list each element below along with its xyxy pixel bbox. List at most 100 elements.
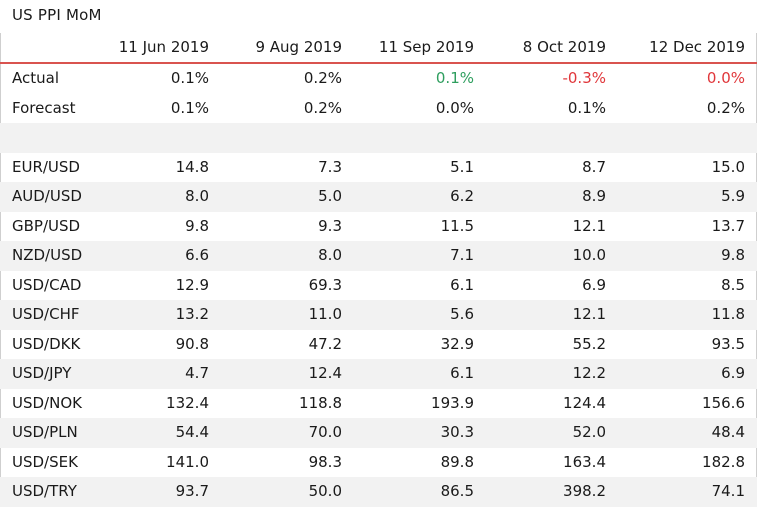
table-cell: 7.3 (318, 157, 342, 176)
table-cell: 13.7 (711, 216, 745, 235)
table-row: USD/TRY 93.7 50.0 86.5 398.2 74.1 (0, 477, 757, 507)
table-cell: 12.9 (175, 275, 209, 294)
table-cell: 9.8 (618, 241, 757, 271)
table-cell: 98.3 (308, 452, 342, 471)
table-row: USD/CAD 12.9 69.3 6.1 6.9 8.5 (0, 271, 757, 301)
table-cell: 54.4 (88, 418, 221, 448)
table-cell: 12.1 (572, 216, 606, 235)
header-cell-date: 8 Oct 2019 (486, 33, 618, 64)
table-cell: 156.6 (702, 393, 745, 412)
table-row: Forecast 0.1% 0.2% 0.0% 0.1% 0.2% (0, 94, 757, 124)
header-cell-date: 12 Dec 2019 (618, 33, 757, 64)
table-cell: 6.9 (582, 275, 606, 294)
table-cell: 55.2 (572, 334, 606, 353)
table-cell: 13.2 (88, 300, 221, 330)
table-cell: 47.2 (308, 334, 342, 353)
row-label (0, 123, 88, 153)
table-row: USD/JPY 4.7 12.4 6.1 12.2 6.9 (0, 359, 757, 389)
table-cell: 0.2% (706, 98, 745, 117)
table-cell: 6.2 (354, 182, 486, 212)
table-cell: 4.7 (88, 359, 221, 389)
table-cell: 124.4 (563, 393, 606, 412)
table-cell: -0.3% (562, 69, 606, 88)
table-cell: 7.1 (354, 241, 486, 271)
row-label: USD/NOK (12, 393, 82, 412)
table-cell: 6.9 (618, 359, 757, 389)
table-cell: 0.0% (706, 69, 745, 88)
header-cell-date: 11 Sep 2019 (354, 33, 486, 64)
table-cell: 93.7 (88, 477, 221, 507)
table-cell (486, 123, 618, 153)
header-cell-date: 11 Jun 2019 (88, 33, 221, 64)
table-cell: 0.0% (435, 98, 474, 117)
table-cell: 8.7 (582, 157, 606, 176)
table-cell: 12.4 (221, 359, 354, 389)
table-cell: 8.0 (221, 241, 354, 271)
table-cell: 8.9 (486, 182, 618, 212)
row-label: USD/CHF (0, 300, 88, 330)
table-cell: 5.1 (450, 157, 474, 176)
table-row: USD/DKK 90.8 47.2 32.9 55.2 93.5 (0, 330, 757, 360)
table-row: USD/PLN 54.4 70.0 30.3 52.0 48.4 (0, 418, 757, 448)
table-row: EUR/USD 14.8 7.3 5.1 8.7 15.0 (0, 153, 757, 183)
table-cell (618, 123, 757, 153)
table-cell: 118.8 (299, 393, 342, 412)
table-cell: 6.1 (450, 275, 474, 294)
table-row: USD/NOK 132.4 118.8 193.9 124.4 156.6 (0, 389, 757, 419)
table-cell: 0.1% (435, 69, 474, 88)
table-cell: 6.6 (88, 241, 221, 271)
table-row: AUD/USD 8.0 5.0 6.2 8.9 5.9 (0, 182, 757, 212)
row-label: USD/TRY (0, 477, 88, 507)
ppi-table: 11 Jun 2019 9 Aug 2019 11 Sep 2019 8 Oct… (0, 33, 757, 507)
table-cell: 0.2% (303, 98, 342, 117)
table-cell: 50.0 (221, 477, 354, 507)
row-label: EUR/USD (12, 157, 80, 176)
table-cell (354, 123, 486, 153)
table-cell: 90.8 (175, 334, 209, 353)
table-cell: 11.5 (440, 216, 474, 235)
table-row: USD/CHF 13.2 11.0 5.6 12.1 11.8 (0, 300, 757, 330)
table-cell: 5.9 (618, 182, 757, 212)
table-cell: 86.5 (354, 477, 486, 507)
table-cell (88, 123, 221, 153)
table-cell: 0.1% (170, 98, 209, 117)
row-label: Forecast (12, 98, 76, 117)
row-label: AUD/USD (0, 182, 88, 212)
table-row: USD/SEK 141.0 98.3 89.8 163.4 182.8 (0, 448, 757, 478)
table-cell: 8.0 (88, 182, 221, 212)
table-cell: 30.3 (354, 418, 486, 448)
table-cell: 5.0 (221, 182, 354, 212)
table-cell: 193.9 (431, 393, 474, 412)
table-cell: 70.0 (221, 418, 354, 448)
table-cell: 0.1% (170, 69, 209, 88)
table-cell: 12.1 (486, 300, 618, 330)
row-label: Actual (12, 69, 59, 88)
table-cell (221, 123, 354, 153)
header-row: 11 Jun 2019 9 Aug 2019 11 Sep 2019 8 Oct… (0, 33, 757, 64)
table-title: US PPI MoM (12, 6, 102, 24)
header-cell-label (0, 33, 88, 64)
table-cell: 8.5 (721, 275, 745, 294)
table-cell: 10.0 (486, 241, 618, 271)
table-cell: 32.9 (440, 334, 474, 353)
table-cell: 11.8 (618, 300, 757, 330)
table-row: NZD/USD 6.6 8.0 7.1 10.0 9.8 (0, 241, 757, 271)
table-cell: 93.5 (711, 334, 745, 353)
header-cell-date: 9 Aug 2019 (221, 33, 354, 64)
row-label: GBP/USD (12, 216, 81, 235)
table-cell: 89.8 (440, 452, 474, 471)
row-label: USD/PLN (0, 418, 88, 448)
table-row: GBP/USD 9.8 9.3 11.5 12.1 13.7 (0, 212, 757, 242)
table-cell: 163.4 (563, 452, 606, 471)
table-cell: 9.8 (185, 216, 209, 235)
table-cell: 141.0 (166, 452, 209, 471)
table-cell: 48.4 (618, 418, 757, 448)
table-row (0, 123, 757, 153)
table-cell: 15.0 (711, 157, 745, 176)
table-cell: 52.0 (486, 418, 618, 448)
row-label: USD/DKK (12, 334, 81, 353)
table-cell: 398.2 (486, 477, 618, 507)
table-cell: 14.8 (175, 157, 209, 176)
row-label: NZD/USD (0, 241, 88, 271)
table-cell: 5.6 (354, 300, 486, 330)
